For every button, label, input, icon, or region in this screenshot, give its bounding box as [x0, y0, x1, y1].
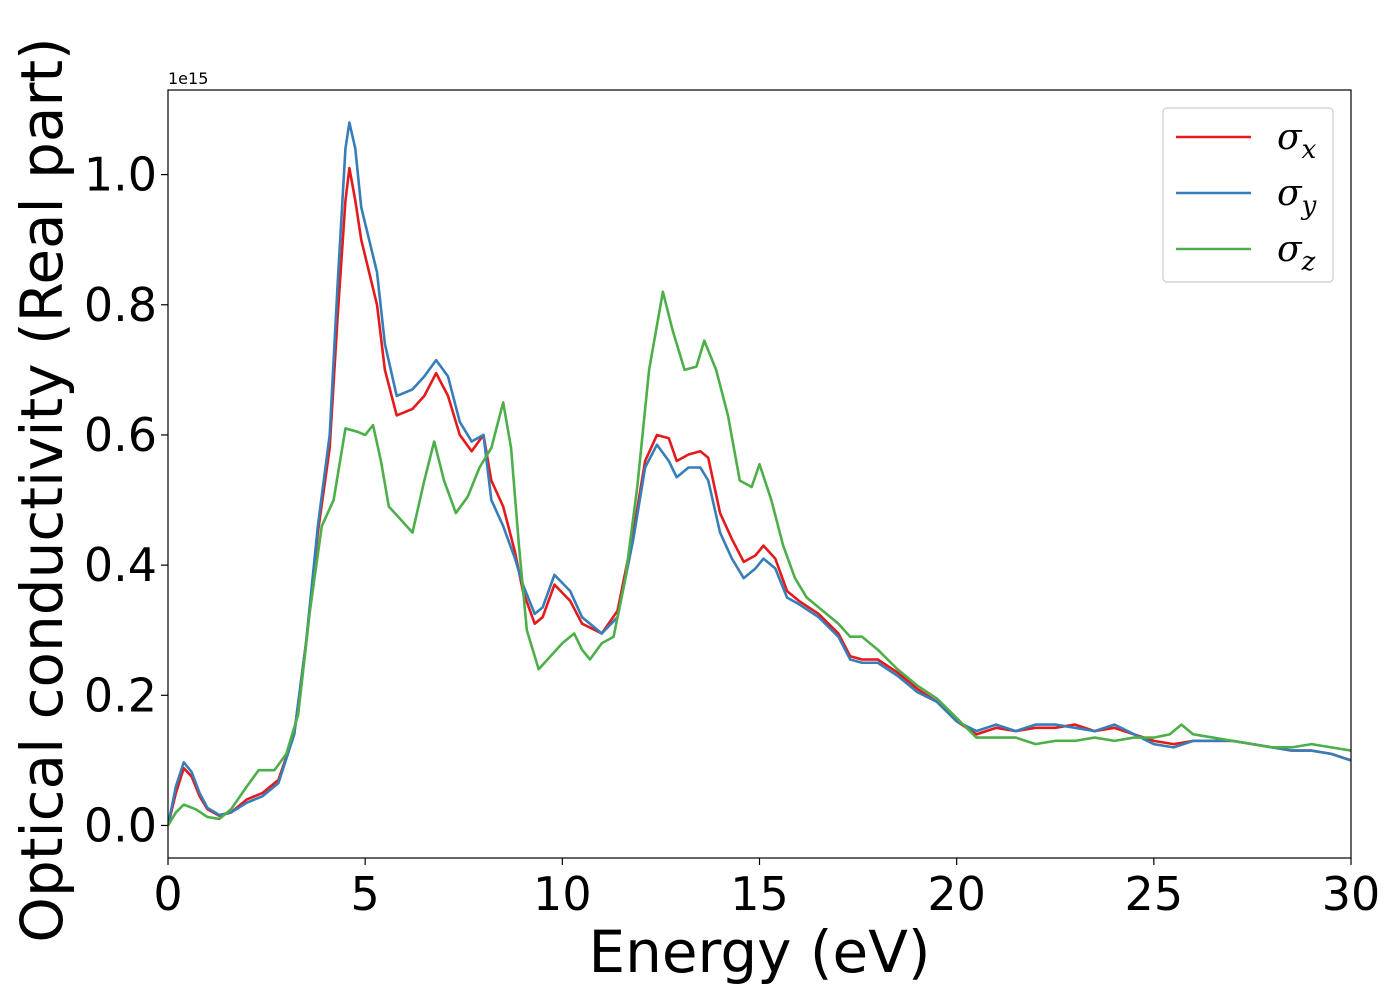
legend-label-subscript: z — [1301, 247, 1316, 277]
legend-label-subscript: y — [1301, 191, 1317, 221]
y-offset-text: 1e15 — [168, 69, 208, 88]
legend-label-base: σ — [1277, 117, 1303, 158]
x-tick-label: 20 — [927, 867, 986, 921]
y-tick-label: 1.0 — [84, 148, 157, 202]
y-axis-title: Optical conductivity (Real part) — [8, 37, 76, 942]
x-tick-label: 10 — [533, 867, 592, 921]
x-tick-label: 0 — [153, 867, 182, 921]
axes: 0 5 10 15 20 25 30 0.0 0.2 0.4 0.6 0.8 1.0 — [84, 89, 1381, 921]
y-tick-label: 0.2 — [84, 668, 157, 722]
x-tick-label: 25 — [1125, 867, 1184, 921]
y-tick-label: 0.8 — [84, 278, 157, 332]
legend-label-z: σz — [1277, 229, 1316, 277]
x-tick-label: 30 — [1322, 867, 1381, 921]
axes-frame — [167, 89, 1352, 859]
legend-label-base: σ — [1277, 173, 1303, 214]
y-tick-label: 0.0 — [84, 798, 157, 852]
plot-area — [168, 121, 1351, 827]
series-line-y — [168, 121, 1351, 826]
legend-label-y: σy — [1277, 173, 1317, 221]
x-tick-label: 15 — [730, 867, 789, 921]
x-tick-label: 5 — [351, 867, 380, 921]
legend-label-base: σ — [1277, 229, 1303, 270]
legend-box — [1162, 107, 1334, 283]
y-tick-label: 0.6 — [84, 408, 157, 462]
legend-label-subscript: x — [1302, 135, 1317, 165]
y-tick-label: 0.4 — [84, 538, 157, 592]
series-line-z — [168, 290, 1351, 827]
legend-label-x: σx — [1277, 117, 1317, 165]
x-axis-title: Energy (eV) — [588, 918, 930, 986]
